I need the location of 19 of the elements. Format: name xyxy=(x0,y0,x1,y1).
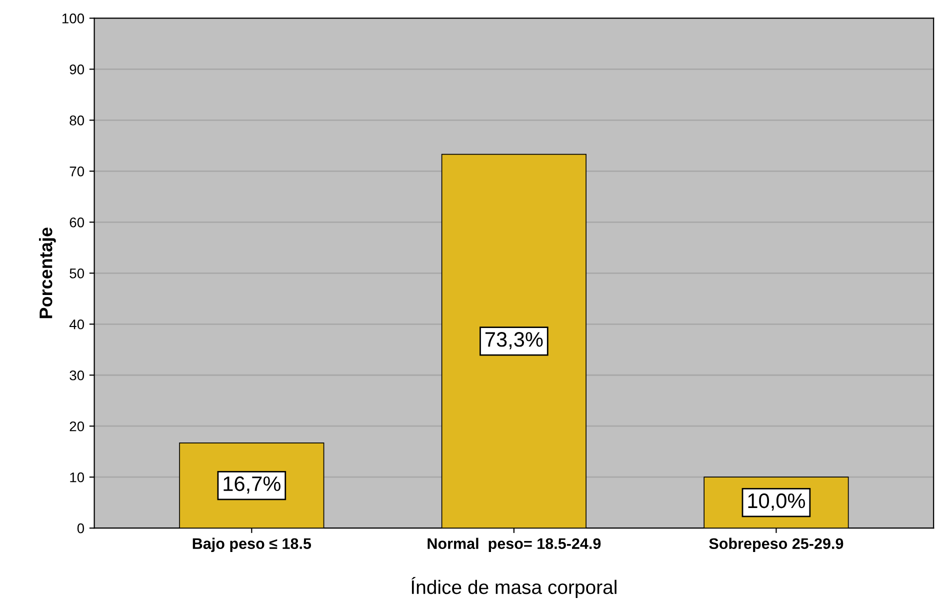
y-tick-label: 30 xyxy=(70,370,84,380)
data-label: 10,0% xyxy=(748,493,806,511)
y-tick-label: 90 xyxy=(70,64,84,74)
y-tick-label: 0 xyxy=(77,523,84,534)
y-tick-label: 60 xyxy=(70,217,84,228)
x-tick-label: Normal peso= 18.5-24.9 xyxy=(428,538,601,552)
y-tick-label: 50 xyxy=(70,268,84,278)
y-tick-label: 70 xyxy=(70,166,84,176)
y-tick-label: 40 xyxy=(69,319,84,330)
y-tick-label: 10 xyxy=(70,472,84,482)
data-label: 73,3% xyxy=(485,332,543,350)
x-tick-label: Sobrepeso 25-29.9 xyxy=(709,538,844,552)
y-axis-title: Porcentaje xyxy=(39,228,56,318)
y-tick-label: 20 xyxy=(70,421,84,432)
data-label: 16,7% xyxy=(224,476,280,494)
x-tick-label: Bajo peso ≤ 18.5 xyxy=(192,538,312,552)
y-tick-label: 100 xyxy=(62,14,84,24)
y-tick-label: 80 xyxy=(70,116,84,126)
x-axis-title: Índice de masa corporal xyxy=(412,577,616,598)
